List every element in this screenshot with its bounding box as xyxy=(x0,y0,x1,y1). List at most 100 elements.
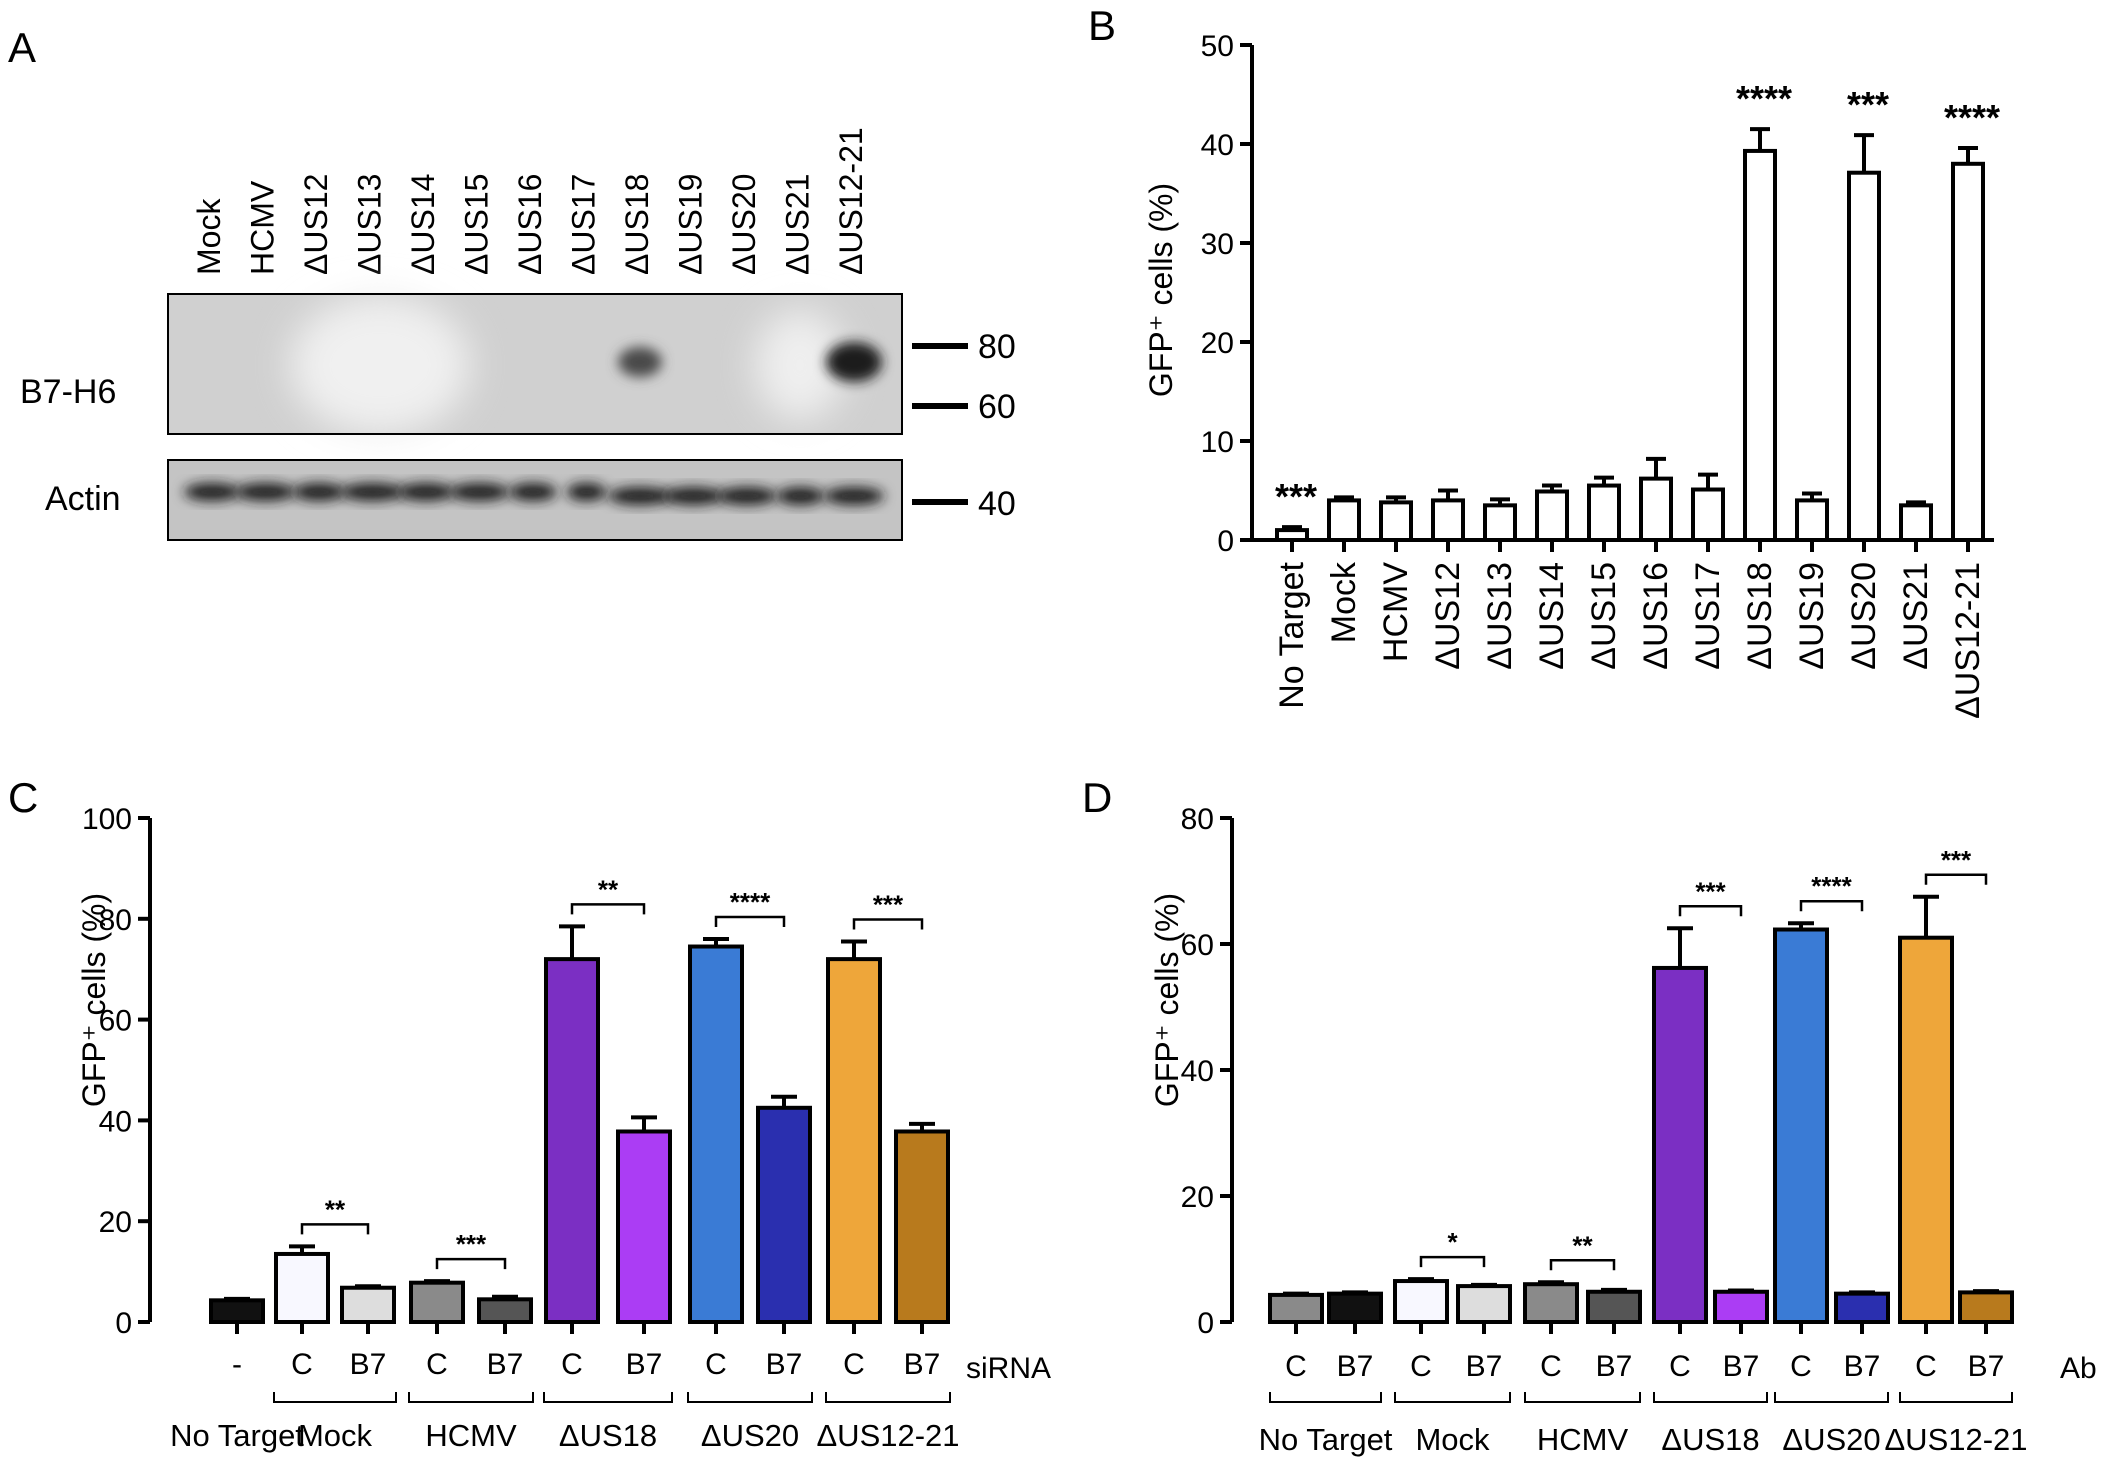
significance-bracket xyxy=(570,903,646,915)
y-tick-label: 10 xyxy=(1201,426,1234,459)
lane-label: Mock xyxy=(191,198,227,275)
group-label: Mock xyxy=(1415,1422,1490,1457)
y-tick-label: 30 xyxy=(1201,228,1234,261)
bar xyxy=(1456,1284,1512,1324)
b7h6-band xyxy=(826,342,882,382)
actin-band xyxy=(663,487,724,505)
bar xyxy=(1691,487,1725,543)
treatment-label: siRNA xyxy=(966,1352,1051,1385)
significance-bracket xyxy=(1799,899,1864,912)
y-tick-label: 0 xyxy=(1197,1307,1214,1340)
actin-band xyxy=(566,483,607,501)
bar xyxy=(209,1298,265,1325)
lane-label: ΔUS12 xyxy=(298,174,334,275)
x-tick-label: ΔUS19 xyxy=(1793,562,1831,670)
bar-label: C xyxy=(561,1348,583,1381)
bar xyxy=(1393,1279,1449,1325)
bar xyxy=(1268,1292,1324,1325)
y-tick-label: 20 xyxy=(99,1206,132,1239)
bar xyxy=(409,1280,465,1324)
bar xyxy=(756,1105,812,1325)
significance-bracket xyxy=(300,1223,370,1235)
bar xyxy=(1327,498,1361,542)
bar-label: B7 xyxy=(487,1348,524,1381)
group-bracket xyxy=(543,1392,673,1403)
bar-label: B7 xyxy=(1723,1350,1760,1383)
x-tick-label: ΔUS13 xyxy=(1481,562,1519,670)
significance-label: *** xyxy=(873,889,904,919)
bar xyxy=(826,957,882,1324)
significance-label: ** xyxy=(1572,1230,1593,1260)
lane-label: ΔUS13 xyxy=(352,174,388,275)
bar xyxy=(1431,498,1465,542)
actin-band xyxy=(608,487,672,505)
significance-label: ** xyxy=(325,1194,346,1224)
y-tick-label: 0 xyxy=(1217,525,1234,558)
lane-label: ΔUS12-21 xyxy=(833,127,869,275)
panel-a: A Mock HCMV ΔUS12 ΔUS13 ΔUS14 ΔUS15 ΔUS16 ΔUS17… xyxy=(8,24,1016,541)
lane-label: ΔUS15 xyxy=(459,174,495,275)
bar-label: B7 xyxy=(904,1348,941,1381)
bar-label: C xyxy=(705,1348,727,1381)
x-tick-label: ΔUS16 xyxy=(1637,562,1675,670)
x-tick-label: ΔUS21 xyxy=(1897,562,1935,670)
bar-label: C xyxy=(1915,1350,1937,1383)
y-tick-label: 20 xyxy=(1201,327,1234,360)
bar-label: C xyxy=(1790,1350,1812,1383)
membrane-blotch xyxy=(755,310,845,420)
bar xyxy=(1535,489,1569,542)
bar xyxy=(688,944,744,1325)
group-label: ΔUS12-21 xyxy=(1884,1422,2027,1457)
b7h6-frame xyxy=(167,293,903,435)
group-label: ΔUS20 xyxy=(1782,1422,1880,1457)
y-tick-label: 0 xyxy=(115,1307,132,1340)
y-tick-label: 60 xyxy=(99,1005,132,1038)
actin-band xyxy=(398,483,454,501)
significance-bracket xyxy=(1678,905,1743,917)
x-tick-label: ΔUS18 xyxy=(1741,562,1779,670)
actin-band xyxy=(293,483,345,501)
bar-label: B7 xyxy=(626,1348,663,1381)
bar-label: C xyxy=(1540,1350,1562,1383)
group-label: ΔUS20 xyxy=(701,1418,799,1453)
group-bracket xyxy=(1653,1392,1768,1403)
bar xyxy=(1652,965,1708,1324)
significance-bracket xyxy=(852,918,924,930)
y-tick-label: 20 xyxy=(1181,1181,1214,1214)
chart-c-plot: 0 20 40 60 80 100 - C B7 C B7 C B7 C B7 C B7 No TargetMoc… xyxy=(82,803,960,1453)
panel-c-label: C xyxy=(8,774,38,821)
lane-label: ΔUS21 xyxy=(780,174,816,275)
bar-label: B7 xyxy=(1968,1350,2005,1383)
significance-label: *** xyxy=(1695,876,1726,906)
group-bracket xyxy=(408,1392,534,1403)
group-bracket xyxy=(1899,1392,2013,1403)
bar xyxy=(1713,1289,1769,1325)
significance-bracket xyxy=(714,915,786,927)
bar xyxy=(1795,498,1829,542)
bar-label: B7 xyxy=(1596,1350,1633,1383)
group-bracket xyxy=(1269,1392,1382,1403)
bar xyxy=(616,1129,672,1325)
lane-label: ΔUS18 xyxy=(619,174,655,275)
y-axis-title: GFP⁺ cells (%) xyxy=(1143,183,1179,397)
lane-label: ΔUS14 xyxy=(405,174,441,275)
chart-d-plot: 0 20 40 60 80 C B7 C B7 C B7 C B7 C B7 C B7 No Target Mock… xyxy=(1181,803,2028,1457)
significance-bracket xyxy=(435,1257,507,1270)
bar xyxy=(1483,503,1517,543)
actin-band xyxy=(340,483,405,501)
bar xyxy=(1639,476,1673,542)
actin-band xyxy=(509,483,557,501)
marker-60: 60 xyxy=(978,388,1016,426)
significance-bracket xyxy=(1924,873,1988,885)
bar xyxy=(1773,927,1829,1324)
bar xyxy=(1898,935,1954,1324)
actin-band xyxy=(824,487,884,505)
bar xyxy=(340,1285,396,1325)
group-label: Mock xyxy=(298,1418,373,1453)
group-label: HCMV xyxy=(1537,1422,1629,1457)
significance-label: *** xyxy=(1847,84,1889,125)
significance-label: **** xyxy=(1811,871,1852,901)
lane-labels: Mock HCMV ΔUS12 ΔUS13 ΔUS14 ΔUS15 ΔUS16 ΔUS17 ΔU… xyxy=(191,127,869,275)
